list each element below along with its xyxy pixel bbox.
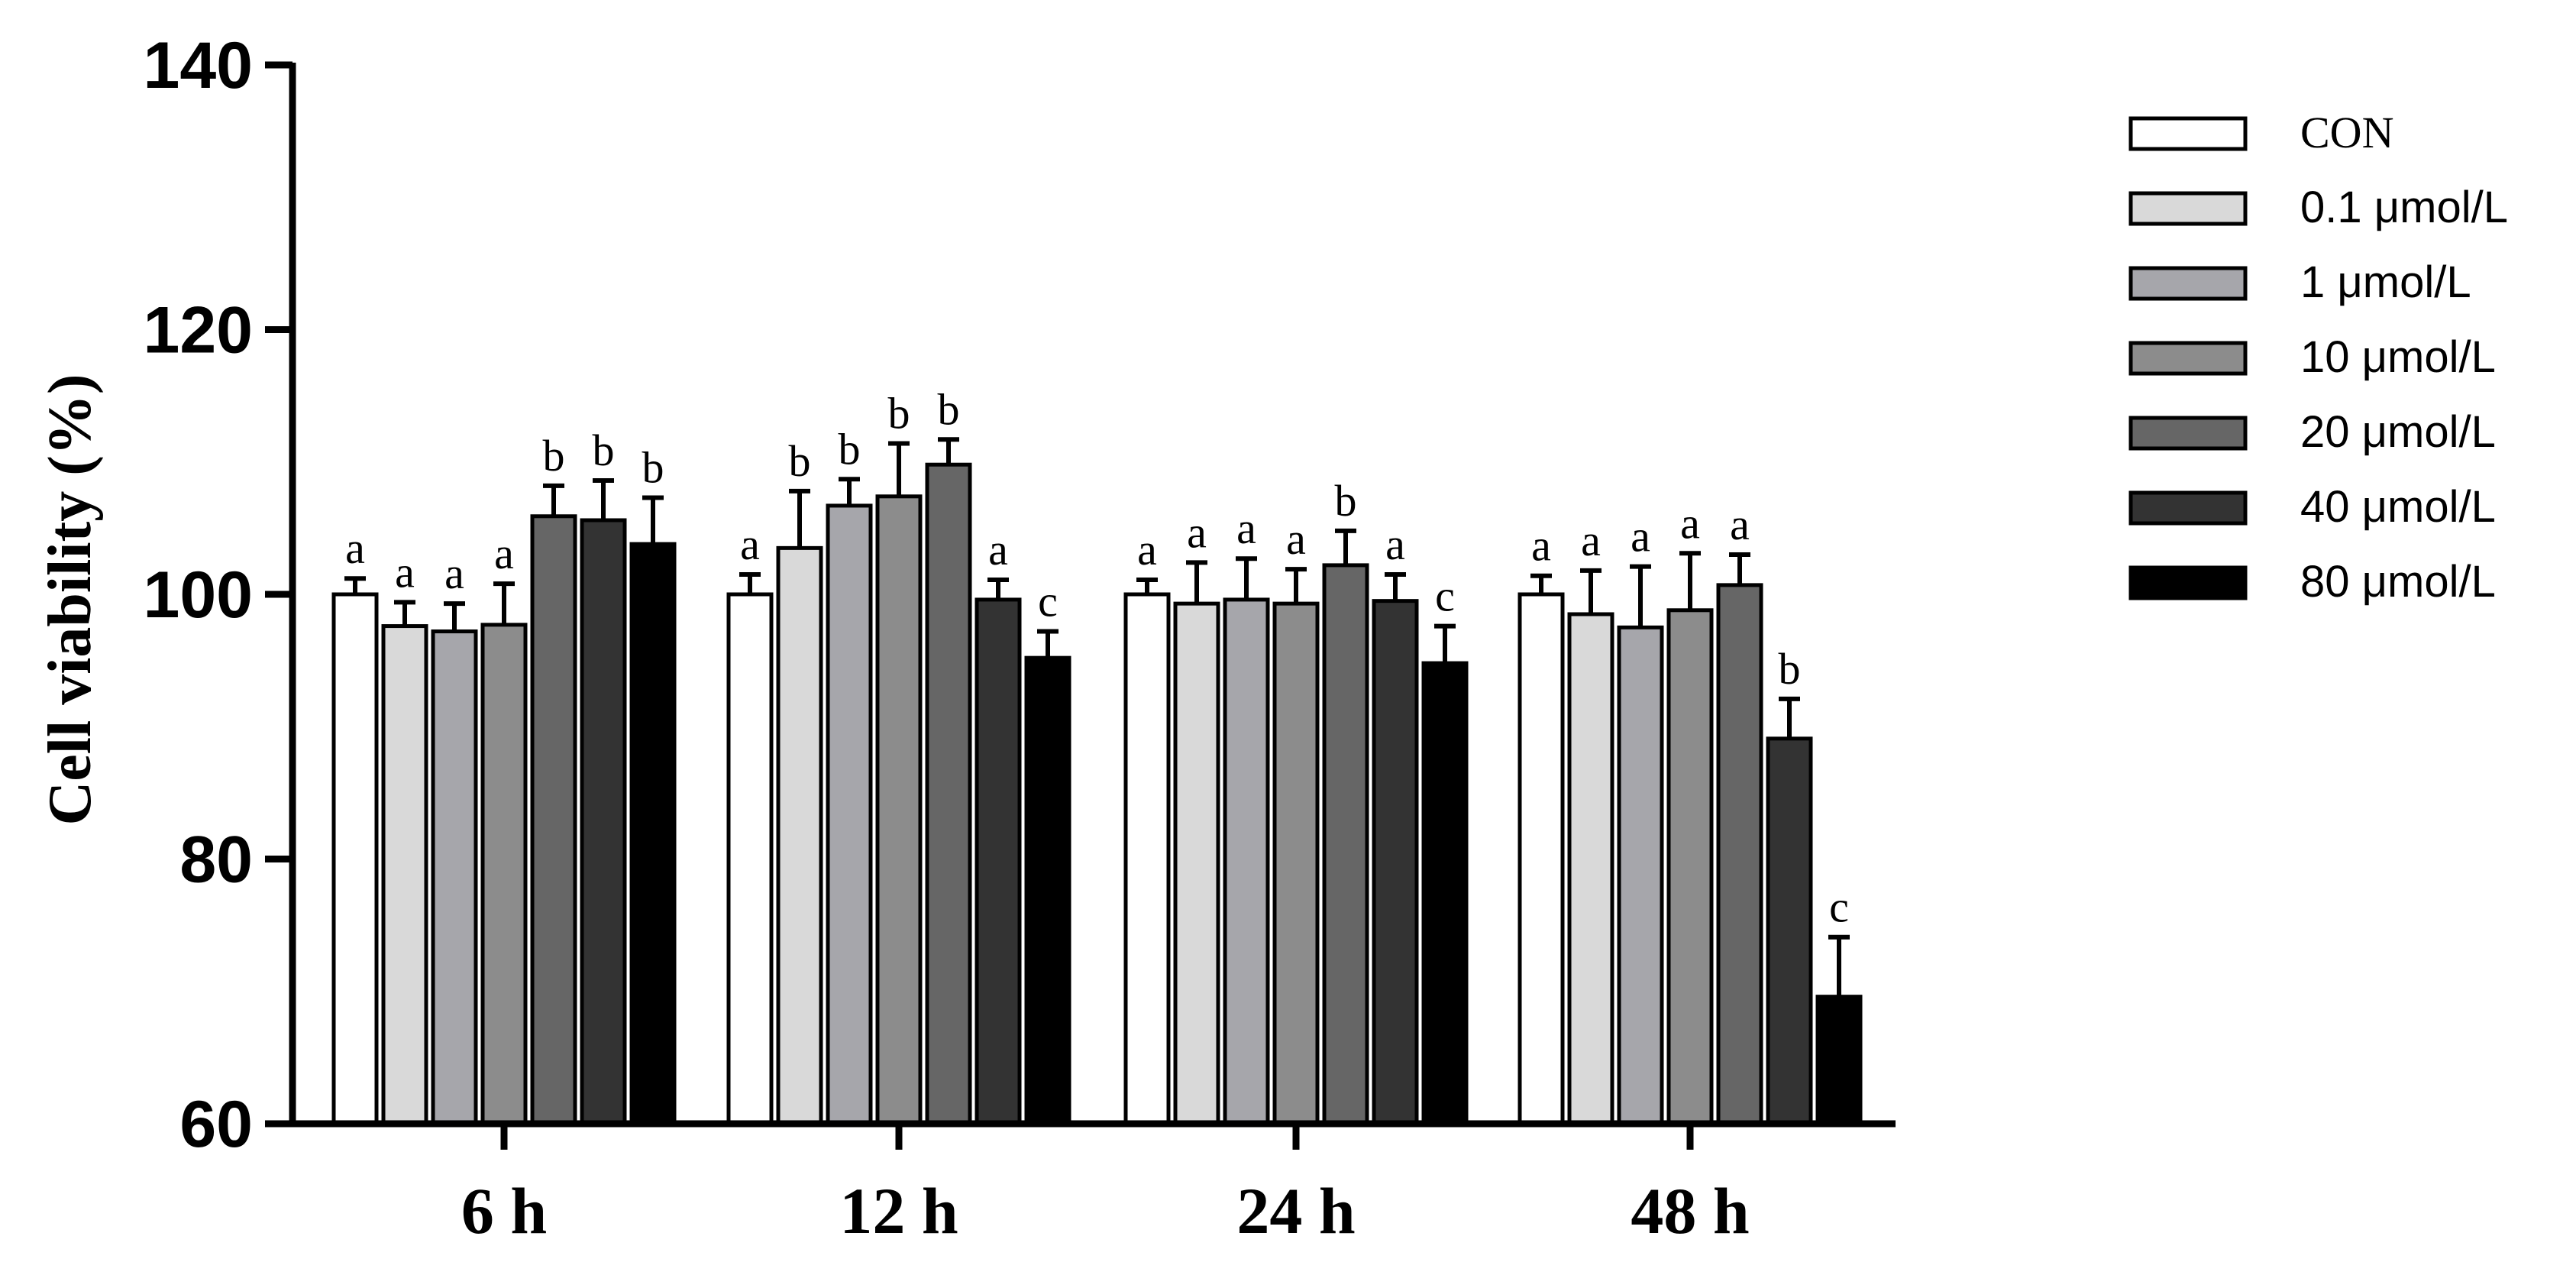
legend-label: 1 μmol/L [2300,257,2471,307]
bar [1815,995,1863,1126]
legend-swatch [2128,341,2248,376]
significance-label: a [1631,512,1650,561]
y-tick-label: 100 [144,558,254,632]
legend-swatch [2128,116,2248,151]
legend-label: CON [2300,108,2393,157]
significance-label: a [1286,514,1306,564]
bar [776,545,823,1126]
bar [826,503,873,1126]
x-tick-label: 6 h [461,1174,547,1247]
significance-label: a [1581,516,1601,565]
significance-label: a [444,548,464,598]
significance-label: b [593,426,615,475]
bar [1272,601,1320,1126]
significance-label: a [1680,498,1700,548]
significance-label: b [543,431,565,481]
legend-swatch [2128,416,2248,451]
bar [1322,563,1369,1126]
significance-label: c [1038,577,1058,626]
bar [974,597,1022,1126]
x-tick-label: 48 h [1631,1174,1749,1247]
legend-label: 0.1 μmol/L [2300,183,2508,232]
bar [1372,599,1419,1126]
y-axis-label: Cell viability (%) [37,374,104,825]
bar [1223,597,1270,1126]
bar [480,623,528,1126]
significance-label: a [345,523,365,573]
significance-label: a [1236,503,1256,553]
significance-label: b [938,384,960,434]
significance-label: b [789,436,811,486]
y-tick-label: 120 [144,294,254,367]
x-tick-label: 24 h [1236,1174,1355,1247]
bar [1421,661,1469,1126]
legend-label: 80 μmol/L [2300,557,2496,607]
bar [1666,608,1714,1126]
significance-label: a [740,519,760,569]
significance-label: a [395,547,415,597]
bar [431,629,478,1126]
bar [381,624,428,1126]
bar [1517,592,1565,1126]
bar [629,542,677,1126]
y-tick-label: 80 [179,824,253,897]
significance-label: a [1385,519,1405,569]
significance-label: b [1335,476,1357,526]
y-tick-label: 60 [179,1088,253,1161]
legend-label: 40 μmol/L [2300,482,2496,532]
significance-label: b [888,388,910,438]
bar [530,514,577,1126]
significance-label: a [1187,507,1207,557]
legend-swatch [2128,490,2248,526]
bar [580,518,627,1126]
y-tick-label: 140 [144,29,254,102]
bar [1123,592,1171,1126]
bar [1567,612,1614,1126]
significance-label: a [988,525,1008,574]
bar [925,462,972,1126]
significance-label: b [1779,644,1801,694]
legend-swatch [2128,266,2248,301]
bar [1024,655,1071,1126]
significance-label: c [1829,882,1849,932]
significance-label: a [1730,500,1750,549]
significance-label: a [1137,525,1157,574]
legend-swatch [2128,565,2248,600]
bar [726,592,774,1126]
bar [1716,583,1763,1126]
significance-label: b [839,424,861,474]
significance-label: c [1435,571,1455,621]
bar [1617,625,1664,1126]
significance-label: b [642,443,664,493]
bar [331,592,379,1126]
bar [875,494,923,1126]
legend-label: 20 μmol/L [2300,407,2496,457]
bar [1766,736,1813,1126]
significance-label: a [1531,521,1551,571]
bar [1173,601,1220,1126]
significance-label: a [494,529,514,578]
legend-swatch [2128,191,2248,226]
x-tick-label: 12 h [839,1174,958,1247]
legend-label: 10 μmol/L [2300,332,2496,382]
